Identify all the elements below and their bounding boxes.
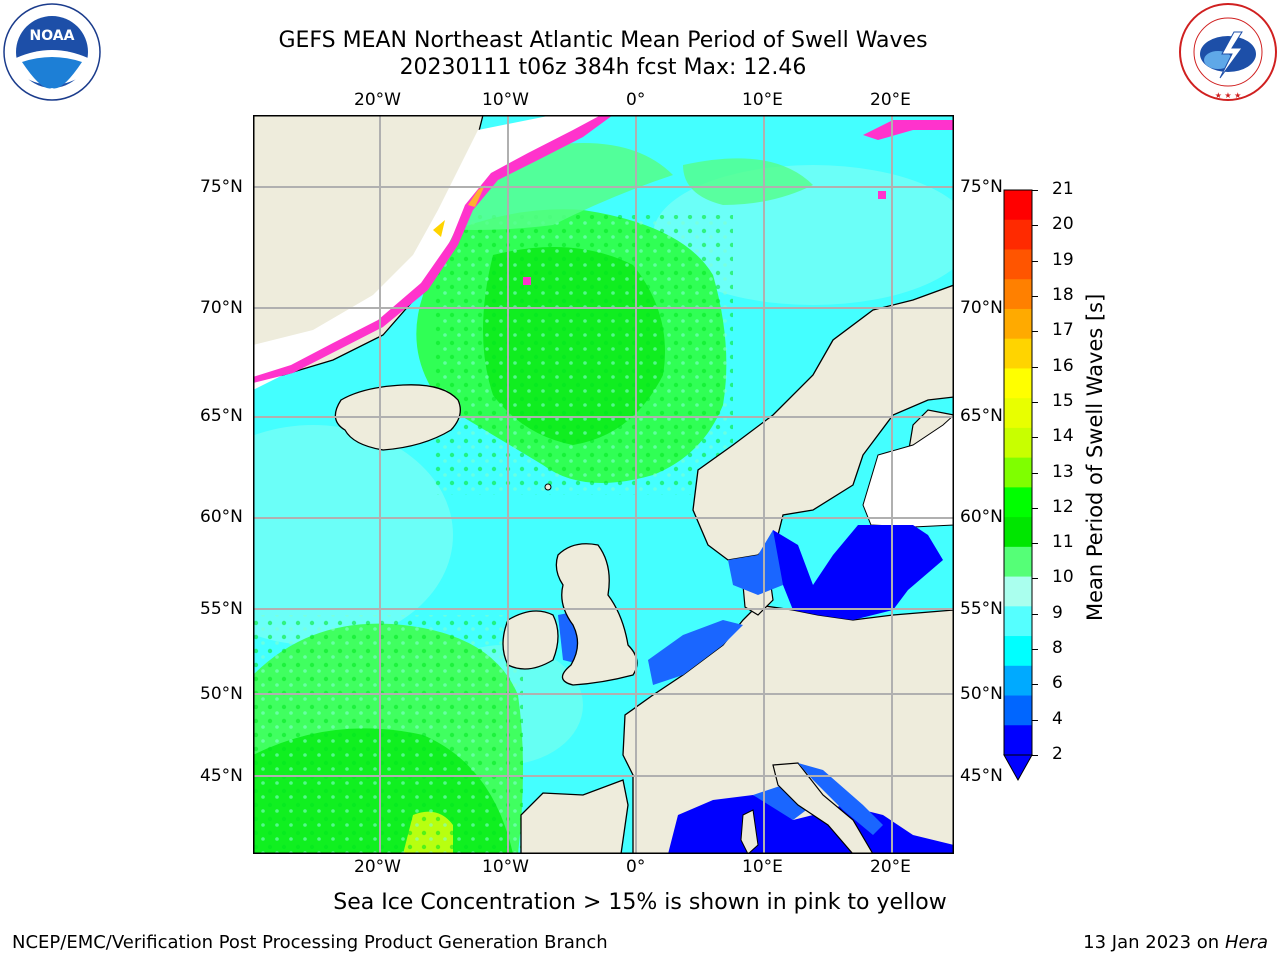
colorbar-segment — [1004, 636, 1032, 667]
lon-label-top-10e: 10°E — [742, 90, 783, 110]
lat-label-left-65n: 65°N — [200, 406, 243, 426]
colorbar-tick-mark — [1032, 472, 1038, 474]
colorbar-tick-mark — [1032, 719, 1038, 721]
colorbar — [1000, 186, 1040, 786]
lat-label-right-65n: 65°N — [960, 406, 1003, 426]
graticule — [253, 115, 954, 854]
colorbar-segment — [1004, 725, 1032, 756]
lon-label-bottom-10w: 10°W — [482, 857, 529, 877]
colorbar-tick-label: 13 — [1052, 461, 1074, 482]
colorbar-segment — [1004, 338, 1032, 369]
colorbar-segment — [1004, 546, 1032, 578]
lat-label-left-70n: 70°N — [200, 298, 243, 318]
colorbar-segment — [1004, 427, 1032, 459]
chart-subtitle: 20230111 t06z 384h fcst Max: 12.46 — [399, 55, 807, 80]
noaa-logo: NOAA — [2, 2, 102, 102]
lat-label-right-75n: 75°N — [960, 177, 1003, 197]
colorbar-tick-label: 17 — [1052, 320, 1074, 341]
lon-label-top-20w: 20°W — [354, 90, 401, 110]
colorbar-tick-label: 10 — [1052, 567, 1074, 588]
colorbar-tick-label: 12 — [1052, 496, 1074, 517]
colorbar-label: Mean Period of Swell Waves [s] — [1083, 293, 1107, 621]
lon-label-top-20e: 20°E — [870, 90, 911, 110]
colorbar-segment — [1004, 606, 1032, 637]
colorbar-extend-arrow — [1003, 754, 1033, 782]
colorbar-tick-mark — [1032, 437, 1038, 439]
lat-label-left-55n: 55°N — [200, 599, 243, 619]
colorbar-tick-mark — [1032, 225, 1038, 227]
colorbar-segment — [1004, 368, 1032, 399]
colorbar-segment — [1004, 219, 1032, 250]
colorbar-segment — [1004, 576, 1032, 607]
colorbar-tick-mark — [1032, 331, 1038, 333]
colorbar-tick-label: 15 — [1052, 390, 1074, 411]
map-area — [253, 115, 954, 854]
colorbar-segment — [1004, 249, 1032, 280]
lon-label-bottom-10e: 10°E — [742, 857, 783, 877]
lat-label-left-45n: 45°N — [200, 766, 243, 786]
footer-host: Hera — [1224, 932, 1268, 953]
colorbar-tick-label: 16 — [1052, 355, 1074, 376]
colorbar-tick-label: 4 — [1052, 708, 1063, 729]
noaa-logo-text: NOAA — [30, 28, 75, 44]
footer-date: 13 Jan 2023 on Hera — [1083, 932, 1268, 953]
lat-label-right-45n: 45°N — [960, 766, 1003, 786]
colorbar-segment — [1004, 457, 1032, 488]
footer-date-text: 13 Jan 2023 on — [1083, 932, 1225, 953]
svg-text:★ ★ ★: ★ ★ ★ — [1215, 91, 1242, 100]
colorbar-tick-mark — [1032, 507, 1038, 509]
colorbar-segment — [1004, 279, 1032, 310]
lon-label-bottom-20e: 20°E — [870, 857, 911, 877]
footer-branch: NCEP/EMC/Verification Post Processing Pr… — [12, 932, 608, 953]
colorbar-tick-label: 20 — [1052, 214, 1074, 235]
chart-title: GEFS MEAN Northeast Atlantic Mean Period… — [278, 28, 928, 53]
colorbar-tick-label: 11 — [1052, 532, 1074, 553]
colorbar-segment — [1004, 190, 1032, 221]
colorbar-tick-label: 2 — [1052, 744, 1063, 764]
lat-label-left-75n: 75°N — [200, 177, 243, 197]
lon-label-top-10w: 10°W — [482, 90, 529, 110]
colorbar-tick-mark — [1032, 190, 1038, 191]
colorbar-tick-mark — [1032, 401, 1038, 403]
colorbar-tick-mark — [1032, 684, 1038, 686]
colorbar-tick-label: 8 — [1052, 638, 1063, 659]
lat-label-right-70n: 70°N — [960, 298, 1003, 318]
colorbar-segment — [1004, 487, 1032, 518]
colorbar-tick-label: 21 — [1052, 179, 1074, 199]
colorbar-tick-label: 14 — [1052, 426, 1074, 447]
lat-label-left-50n: 50°N — [200, 684, 243, 704]
colorbar-tick-mark — [1032, 649, 1038, 651]
colorbar-segment — [1004, 308, 1032, 340]
colorbar-tick-label: 6 — [1052, 673, 1063, 694]
nws-logo: ★ ★ ★ — [1178, 2, 1278, 102]
lat-label-right-55n: 55°N — [960, 599, 1003, 619]
lon-label-bottom-0: 0° — [626, 857, 646, 877]
colorbar-tick-label: 19 — [1052, 249, 1074, 270]
colorbar-segment — [1004, 665, 1032, 697]
colorbar-tick-mark — [1032, 543, 1038, 545]
lat-label-right-60n: 60°N — [960, 507, 1003, 527]
colorbar-tick-label: 9 — [1052, 602, 1063, 623]
colorbar-svg — [1003, 189, 1033, 782]
map-svg — [253, 115, 954, 854]
lon-label-top-0: 0° — [626, 90, 646, 110]
lon-label-bottom-20w: 20°W — [354, 857, 401, 877]
lat-label-right-50n: 50°N — [960, 684, 1003, 704]
colorbar-tick-mark — [1032, 366, 1038, 368]
lat-label-left-60n: 60°N — [200, 507, 243, 527]
sea-ice-note: Sea Ice Concentration > 15% is shown in … — [333, 890, 947, 915]
colorbar-tick-mark — [1032, 755, 1038, 756]
colorbar-tick-mark — [1032, 613, 1038, 615]
colorbar-segment — [1004, 398, 1032, 429]
colorbar-tick-mark — [1032, 295, 1038, 297]
colorbar-segment — [1004, 517, 1032, 548]
colorbar-tick-mark — [1032, 578, 1038, 580]
colorbar-segment — [1004, 695, 1032, 726]
colorbar-tick-mark — [1032, 260, 1038, 262]
colorbar-tick-label: 18 — [1052, 284, 1074, 305]
